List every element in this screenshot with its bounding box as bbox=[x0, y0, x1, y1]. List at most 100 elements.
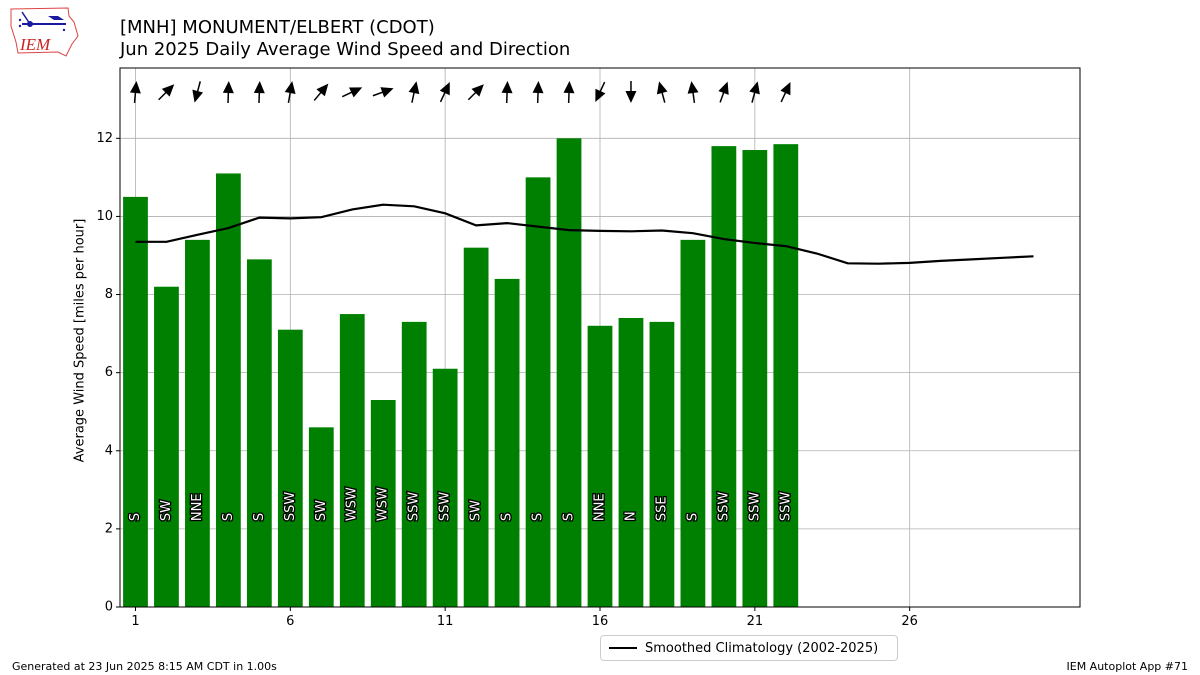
direction-label: SW bbox=[314, 500, 329, 521]
direction-label: S bbox=[685, 513, 700, 521]
iem-logo: IEM bbox=[10, 7, 79, 57]
direction-label: NNE bbox=[593, 493, 608, 521]
y-tick-label: 2 bbox=[105, 521, 113, 536]
wind-arrow-day-7 bbox=[313, 83, 329, 101]
wind-arrow-head bbox=[563, 81, 575, 94]
bar-day-16 bbox=[587, 325, 613, 607]
wind-arrow-head bbox=[316, 83, 329, 97]
bar-day-7 bbox=[308, 427, 334, 607]
y-axis-label: Average Wind Speed [miles per hour] bbox=[73, 219, 88, 463]
wind-arrow-day-22 bbox=[780, 82, 791, 103]
wind-arrow-day-16 bbox=[595, 81, 606, 102]
wind-arrow-day-12 bbox=[467, 84, 484, 101]
direction-label: SSW bbox=[438, 492, 453, 522]
wind-arrow-day-5 bbox=[253, 81, 265, 104]
x-tick-label: 6 bbox=[286, 614, 294, 629]
direction-label: N bbox=[623, 511, 638, 521]
direction-label: SSW bbox=[716, 492, 731, 522]
bar-day-19 bbox=[680, 239, 706, 607]
wind-arrow-day-2 bbox=[158, 84, 175, 101]
y-tick-label: 12 bbox=[96, 131, 113, 146]
direction-label: S bbox=[531, 513, 546, 521]
iem-logo-text: IEM bbox=[19, 35, 51, 54]
wind-arrow-head bbox=[749, 81, 760, 95]
wind-arrow-head bbox=[439, 82, 450, 96]
y-tick-label: 6 bbox=[105, 365, 113, 380]
wind-arrow-day-9 bbox=[372, 87, 394, 98]
wind-arrow-head bbox=[161, 84, 175, 97]
wind-arrow-day-1 bbox=[129, 81, 141, 104]
wind-arrow-day-4 bbox=[222, 81, 234, 104]
wind-arrow-head bbox=[471, 84, 484, 97]
wind-arrow-day-15 bbox=[563, 81, 575, 104]
wind-arrow-day-17 bbox=[625, 81, 637, 103]
bar-day-5 bbox=[246, 259, 272, 607]
wind-arrow-head bbox=[687, 81, 699, 94]
x-tick-label: 16 bbox=[592, 614, 609, 629]
direction-label: SW bbox=[159, 500, 174, 521]
wind-arrow-day-3 bbox=[192, 81, 203, 103]
direction-label: SSE bbox=[654, 496, 669, 521]
bar-day-13 bbox=[494, 278, 520, 607]
direction-label: SSW bbox=[283, 492, 298, 522]
chart-title: [MNH] MONUMENT/ELBERT (CDOT) bbox=[120, 17, 435, 38]
wind-arrow-head bbox=[253, 81, 265, 94]
wind-arrow-day-14 bbox=[532, 81, 544, 104]
bar-day-8 bbox=[339, 314, 365, 607]
bar-day-20 bbox=[711, 146, 737, 607]
y-tick-label: 10 bbox=[96, 209, 113, 224]
bar-day-1 bbox=[123, 196, 148, 608]
direction-label: S bbox=[500, 513, 515, 521]
wind-arrow-head bbox=[192, 89, 203, 103]
bar-day-6 bbox=[277, 329, 303, 607]
legend: Smoothed Climatology (2002-2025) bbox=[600, 635, 898, 661]
bar-day-10 bbox=[401, 321, 427, 607]
direction-label: S bbox=[128, 513, 143, 521]
legend-line-swatch bbox=[609, 647, 637, 649]
wind-arrow-head bbox=[349, 87, 363, 98]
x-tick-label: 26 bbox=[901, 614, 918, 629]
wind-arrow-day-6 bbox=[284, 81, 296, 103]
legend-label: Smoothed Climatology (2002-2025) bbox=[645, 640, 879, 656]
direction-label: SSW bbox=[407, 492, 422, 522]
direction-label: SW bbox=[469, 500, 484, 521]
wind-arrow-head bbox=[625, 91, 637, 103]
app-label: IEM Autoplot App #71 bbox=[1066, 660, 1189, 673]
wind-arrow-head bbox=[718, 81, 729, 95]
climatology-line bbox=[135, 203, 1034, 265]
wind-arrow-head bbox=[129, 81, 141, 94]
bar-day-12 bbox=[463, 247, 489, 607]
bar-day-17 bbox=[618, 317, 644, 607]
direction-label: SSW bbox=[747, 492, 762, 522]
direction-label: NNE bbox=[190, 493, 205, 521]
generated-timestamp: Generated at 23 Jun 2025 8:15 AM CDT in … bbox=[12, 660, 277, 673]
wind-arrow-head bbox=[222, 81, 234, 94]
wind-arrow-day-20 bbox=[718, 81, 729, 103]
wind-arrow-day-11 bbox=[439, 82, 450, 103]
wind-arrow-head bbox=[408, 81, 420, 95]
wind-arrow-head bbox=[532, 81, 544, 94]
bar-day-2 bbox=[154, 286, 179, 607]
wind-arrow-head bbox=[780, 82, 791, 96]
x-tick-label: 21 bbox=[747, 614, 764, 629]
bar-day-18 bbox=[649, 321, 675, 607]
y-tick-label: 8 bbox=[105, 287, 113, 302]
wind-arrow-day-18 bbox=[656, 81, 668, 103]
wind-arrow-head bbox=[595, 88, 606, 102]
wind-arrow-head bbox=[656, 81, 668, 95]
wind-arrow-day-10 bbox=[408, 81, 420, 103]
wind-arrow-day-19 bbox=[687, 81, 699, 103]
direction-label: S bbox=[562, 513, 577, 521]
wind-arrow-day-8 bbox=[341, 87, 363, 98]
direction-label: SSW bbox=[778, 492, 793, 522]
chart-subtitle: Jun 2025 Daily Average Wind Speed and Di… bbox=[120, 39, 571, 60]
x-tick-label: 1 bbox=[131, 614, 139, 629]
wind-arrow-head bbox=[284, 81, 296, 94]
bar-day-15 bbox=[556, 138, 582, 607]
direction-label: S bbox=[221, 513, 236, 521]
direction-label: WSW bbox=[376, 487, 391, 521]
bar-day-3 bbox=[185, 239, 210, 607]
bar-day-21 bbox=[742, 150, 768, 608]
bar-day-4 bbox=[216, 173, 241, 607]
